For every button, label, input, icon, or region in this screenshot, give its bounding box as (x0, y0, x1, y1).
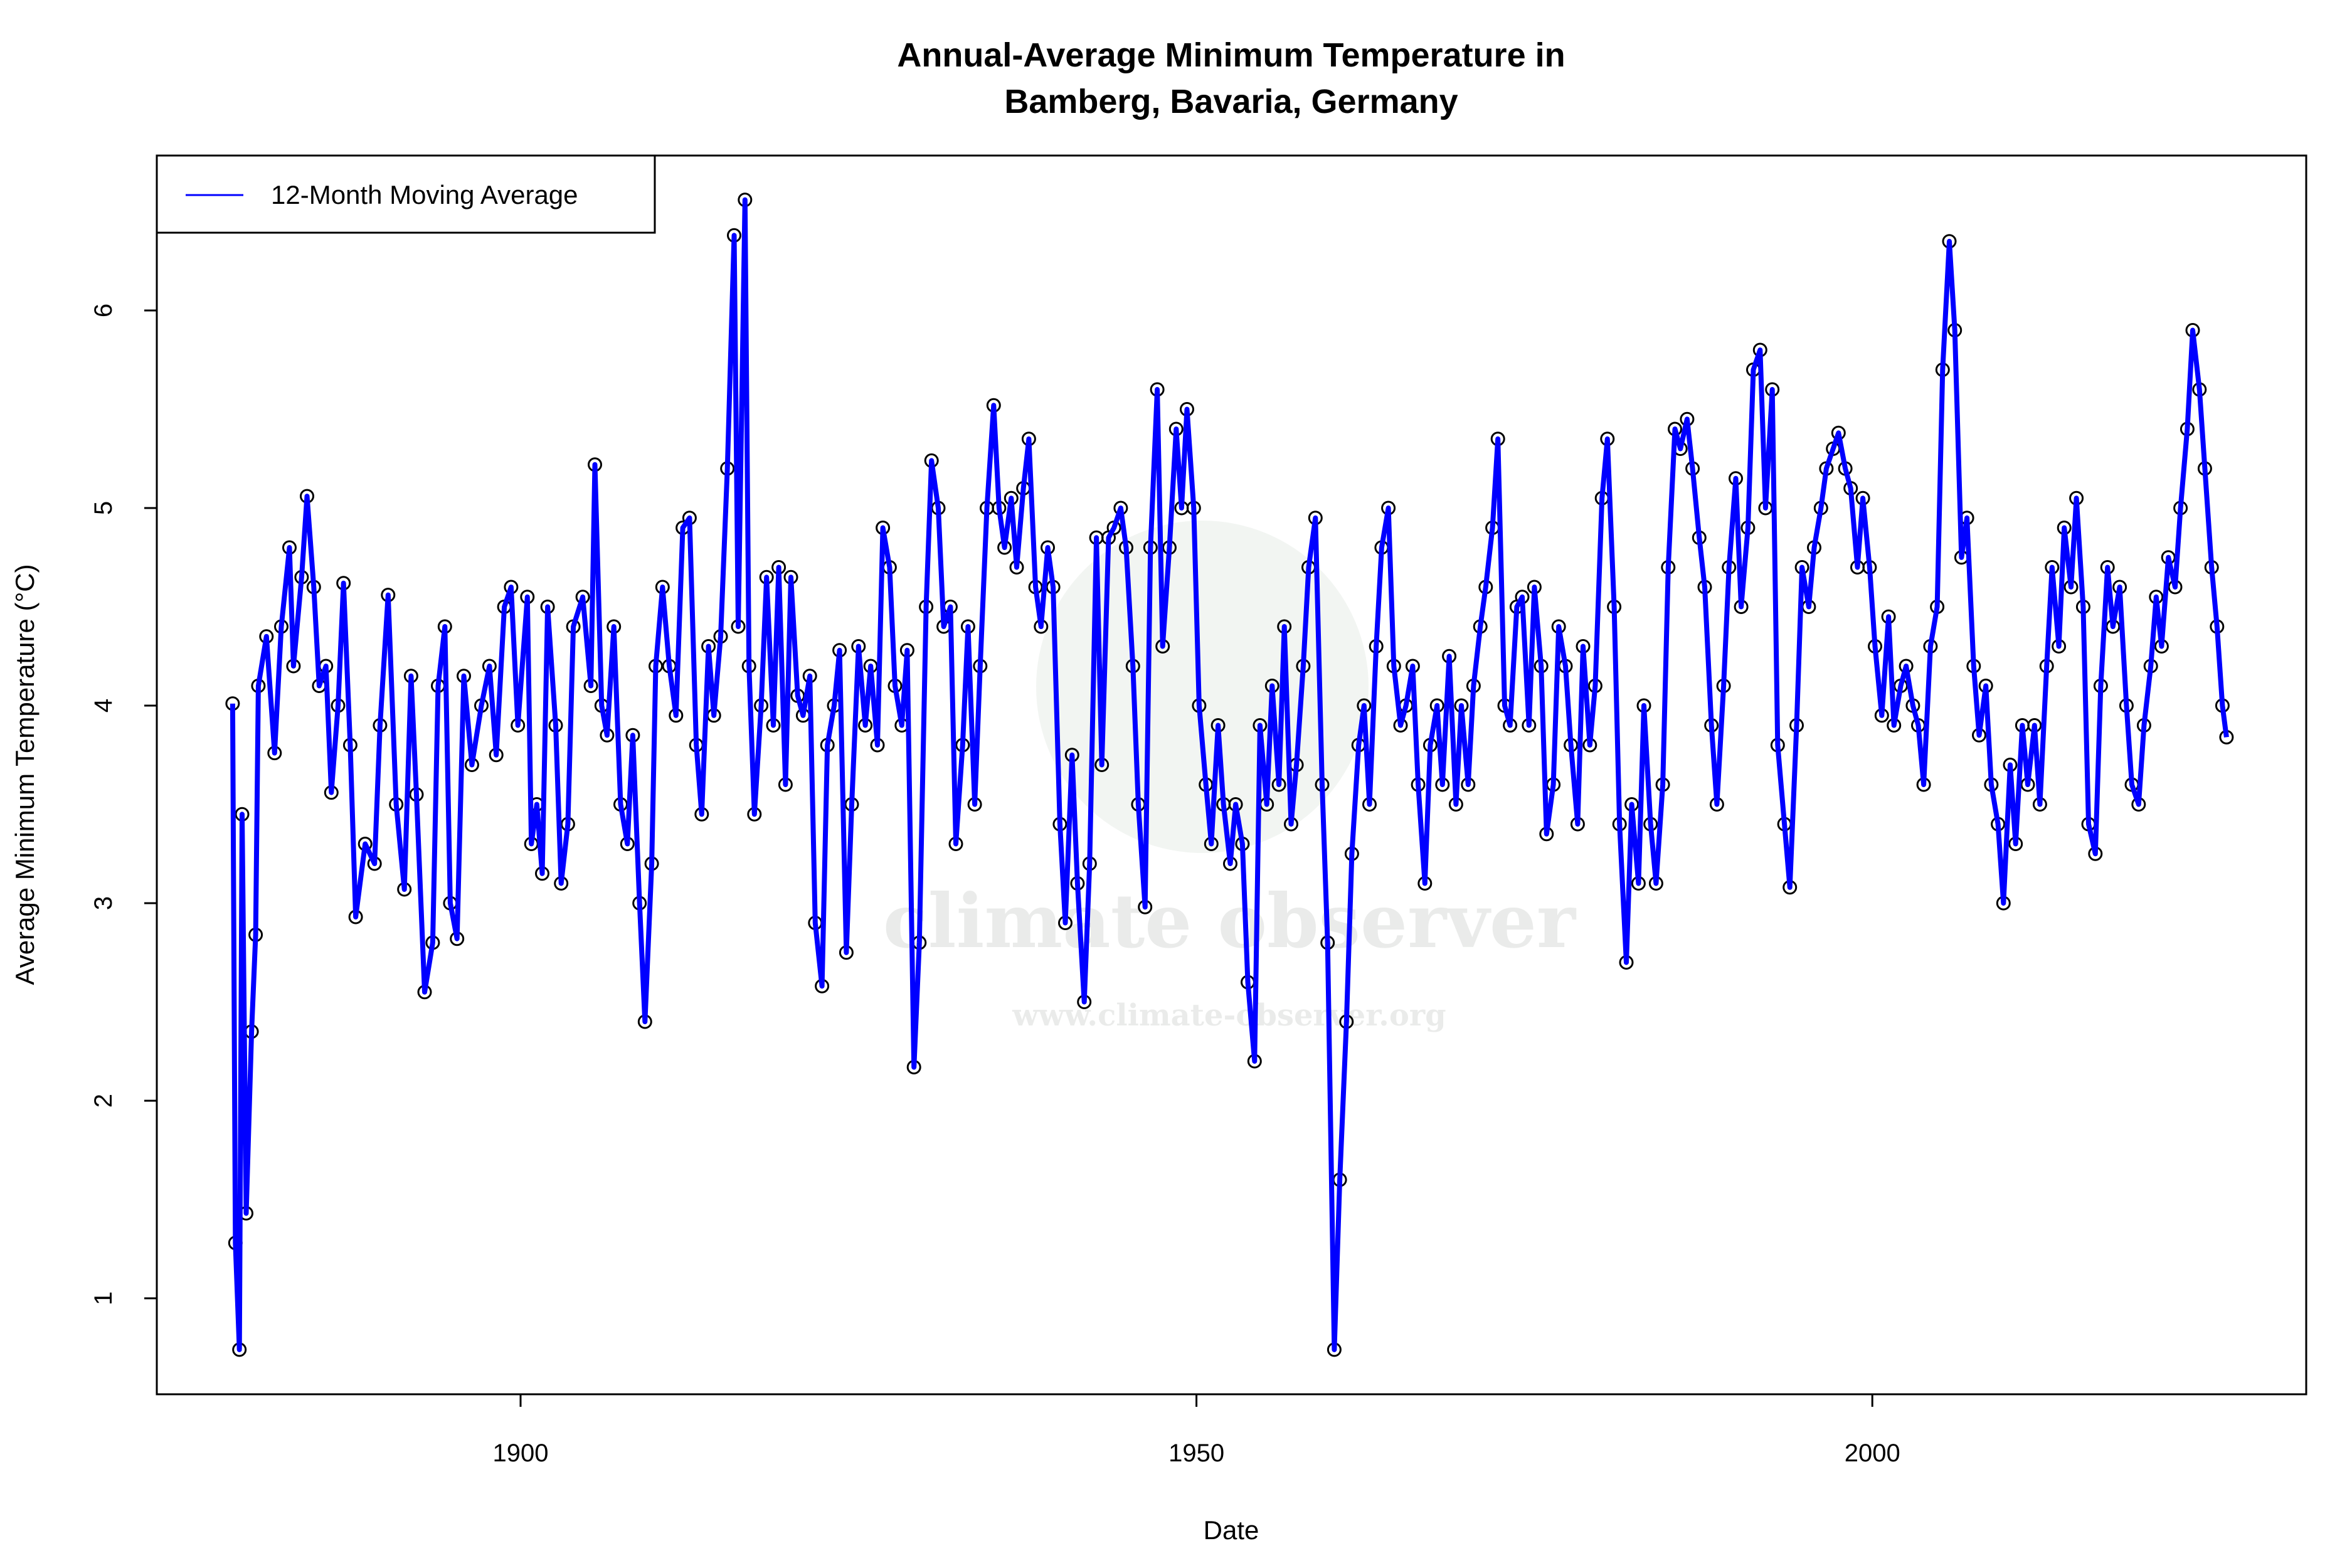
y-tick-label: 4 (90, 699, 117, 712)
series-line-moving-average (230, 197, 2229, 1352)
watermark-url: www.climate-observer.org (1012, 998, 1446, 1033)
x-tick-label: 1950 (1168, 1439, 1224, 1467)
chart-title-line1: Annual-Average Minimum Temperature in (897, 36, 1565, 74)
chart-title-line2: Bamberg, Bavaria, Germany (1004, 83, 1458, 120)
y-axis-label: Average Minimum Temperature (°C) (10, 564, 40, 985)
y-tick-label: 1 (90, 1291, 117, 1305)
y-tick-label: 3 (90, 896, 117, 910)
legend: 12-Month Moving Average (156, 154, 656, 234)
watermark-name: climate observer (883, 877, 1577, 965)
legend-entry-label: 12-Month Moving Average (271, 180, 578, 209)
y-tick-label: 2 (90, 1094, 117, 1108)
plot-frame (156, 154, 2307, 1396)
x-axis-label: Date (1204, 1515, 1259, 1545)
watermark: climate observer www.climate-observer.or… (883, 521, 1577, 1033)
y-tick-label: 6 (90, 304, 117, 317)
watermark-globe-icon (1036, 521, 1369, 853)
series-group (225, 193, 2234, 1357)
x-tick-label: 1900 (493, 1439, 549, 1467)
y-tick-label: 5 (90, 501, 117, 515)
x-tick-label: 2000 (1845, 1439, 1900, 1467)
